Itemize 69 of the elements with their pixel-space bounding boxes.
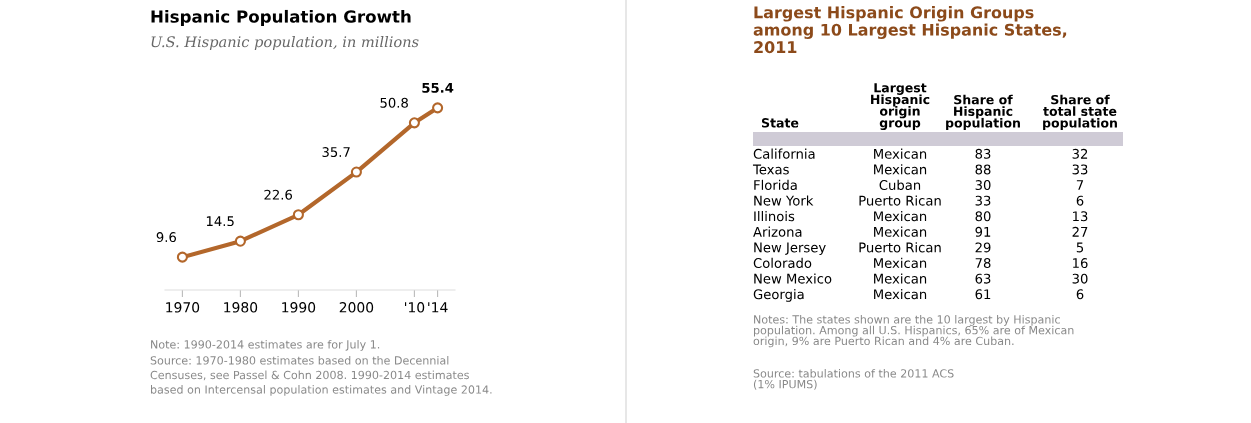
source-note: Source: 1970-1980 estimates based on the Decennial Censuses, see Passel & Cohn 2008. 1990-2014 estimates based on Intercensal population estimates and Vintage 2014. — [150, 356, 492, 396]
text: 32 — [1072, 148, 1088, 159]
data-label: 14.5 — [206, 216, 234, 227]
text: 63 — [975, 273, 991, 284]
category-label: Georgia — [753, 289, 804, 302]
text: 30 — [1072, 273, 1088, 284]
text: Puerto Rican — [859, 195, 941, 206]
category-label: Colorado — [753, 257, 812, 269]
text: 83 — [975, 148, 991, 159]
text: Mexican — [874, 226, 927, 237]
category-label: Florida — [754, 179, 797, 191]
text: Mexican — [874, 257, 927, 269]
text: Note: 1990-2014 estimates are for July 1. — [151, 340, 380, 351]
x-tick-label: 2000 — [339, 302, 374, 313]
point — [350, 166, 362, 178]
text: Mexican — [874, 211, 927, 222]
text: Puerto Rican — [859, 242, 941, 253]
chart-title: Hispanic Population Growth — [151, 9, 411, 27]
text: 6 — [1076, 289, 1084, 300]
category-label: California — [753, 148, 815, 159]
text: 7 — [1076, 180, 1084, 190]
category-label: New York — [754, 195, 814, 206]
text: Cuban — [879, 179, 921, 191]
text: 6 — [1076, 195, 1084, 206]
text: 33 — [1072, 164, 1088, 175]
text: 80 — [975, 211, 991, 222]
data-label: 35.7 — [322, 147, 350, 158]
x-tick-label: 1970 — [166, 302, 200, 313]
point — [292, 209, 304, 221]
category-label: New Mexico — [754, 273, 832, 284]
text: 16 — [1073, 258, 1088, 269]
chart-subtitle: U.S. Hispanic population, in millions — [151, 35, 419, 51]
x-tick-label: '14 — [428, 302, 448, 313]
x-tick-label: 1990 — [282, 302, 316, 313]
data-label: 22.6 — [264, 189, 293, 200]
category-label: Share of total state population — [1043, 94, 1117, 130]
text: Mexican — [874, 273, 927, 284]
category-label: Illinois — [754, 211, 795, 222]
text: Largest Hispanic Origin Groups among 10 Largest Hispanic States, 2011 — [753, 6, 1067, 54]
text: Mexican — [874, 164, 927, 175]
text: 33 — [975, 195, 991, 206]
x-tick-label: '10 — [404, 302, 425, 313]
point — [408, 117, 420, 129]
category-label: Largest Hispanic origin group — [871, 83, 930, 130]
source-note: Source: tabulations of the 2011 ACS (1% IPUMS) — [753, 369, 954, 390]
category-label: New Jersey — [754, 242, 826, 255]
text: 78 — [975, 258, 991, 269]
text: 88 — [975, 164, 991, 175]
category-label: Arizona — [753, 226, 802, 237]
text: Mexican — [874, 289, 927, 300]
category-label: Texas — [752, 164, 789, 175]
point — [432, 102, 444, 114]
data-label: 50.8 — [380, 97, 408, 108]
text: 13 — [1073, 211, 1088, 222]
x-tick-label: 1980 — [224, 302, 258, 313]
text: 30 — [975, 180, 991, 191]
text: 5 — [1076, 242, 1084, 253]
text: 27 — [1072, 226, 1088, 237]
text: 29 — [975, 242, 991, 253]
category-label: State — [761, 118, 799, 128]
point — [234, 235, 246, 247]
data-label: 55.4 — [422, 82, 454, 93]
text: Mexican — [874, 148, 927, 159]
text: 91 — [975, 226, 991, 237]
data-label: 9.6 — [156, 232, 177, 243]
category-label: Share of Hispanic population — [946, 94, 1020, 130]
text: Notes: The states shown are the 10 largest by Hispanic population. Among all U.S. Hispanics, 65% are of Mexican origin, 9% are Puerto Rican and 4% are Cuban. — [753, 315, 1074, 348]
point — [176, 251, 188, 263]
text: 61 — [975, 289, 991, 300]
